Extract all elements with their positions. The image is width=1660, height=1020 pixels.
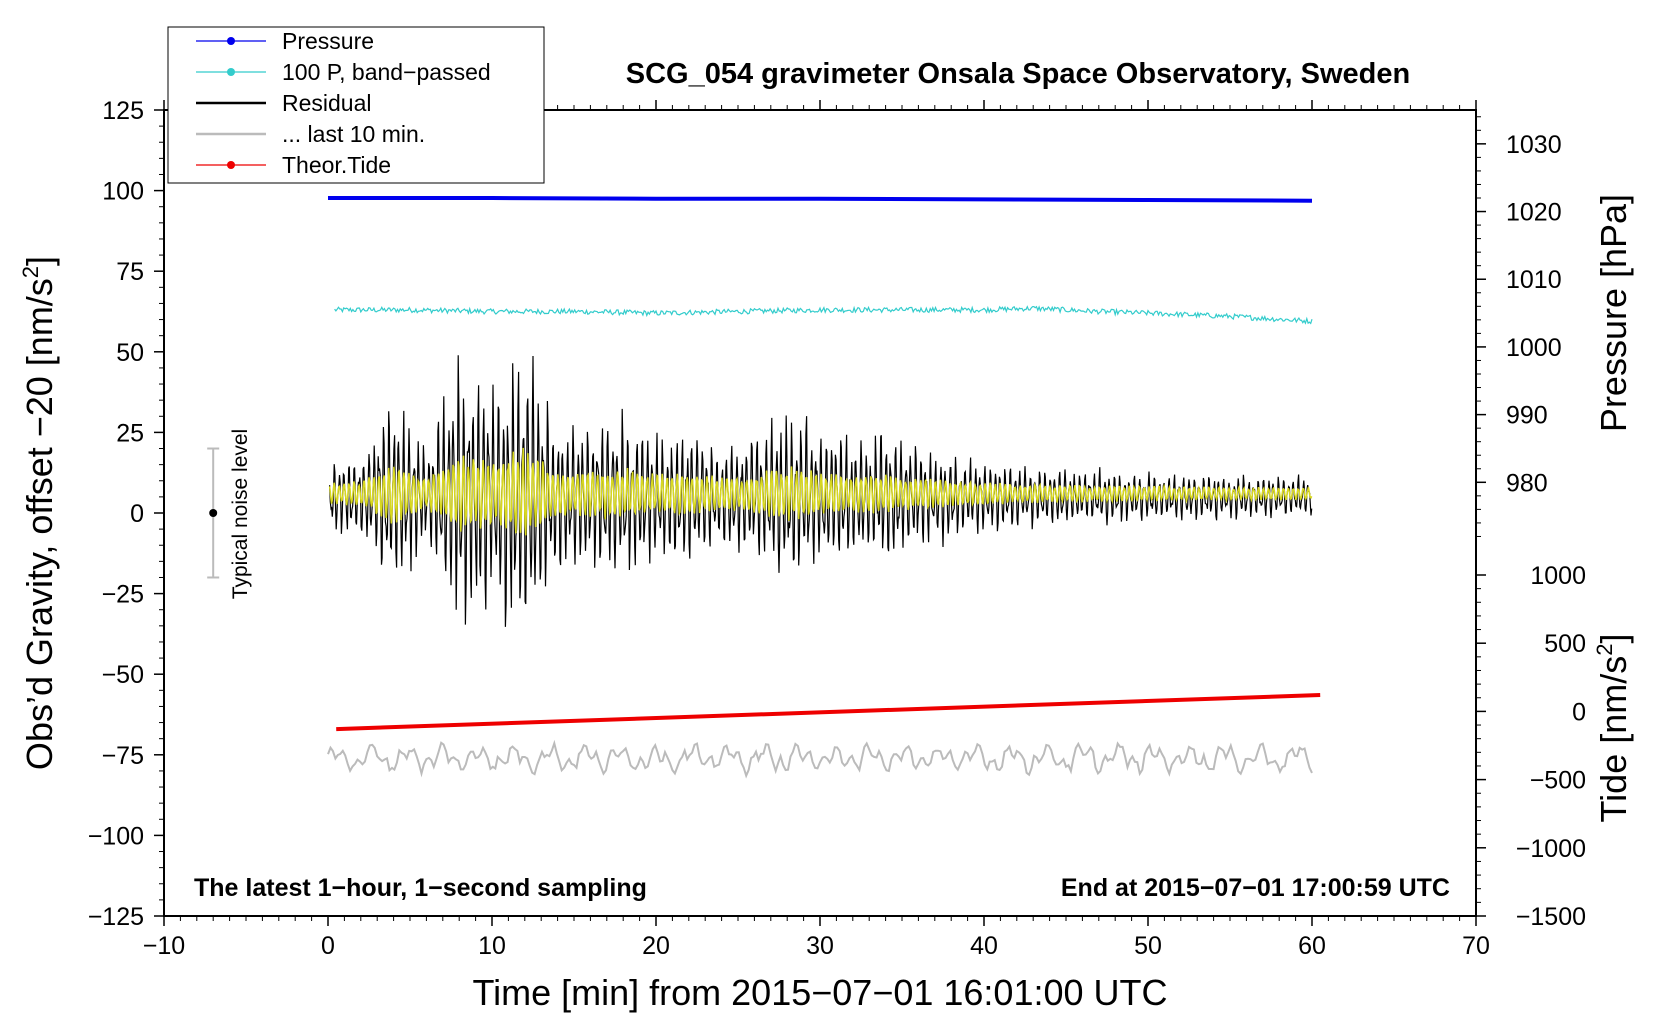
- pressure-tick-label: 980: [1506, 469, 1548, 497]
- chart-title: SCG_054 gravimeter Onsala Space Observat…: [626, 58, 1410, 90]
- pressure-axis: 1030 1020 1010 1000 990 980: [1476, 116, 1562, 537]
- last-10-min-line: [327, 739, 1313, 779]
- tide-tick-label: 1000: [1530, 562, 1586, 590]
- legend-label: ... last 10 min.: [282, 121, 425, 147]
- legend: Pressure 100 P, band−passed Residual ... la…: [167, 26, 545, 184]
- x-tick-label: 10: [478, 932, 506, 960]
- y-axis-label-sup: 2: [18, 266, 43, 278]
- tide-tick-label: −1500: [1516, 903, 1586, 931]
- pressure-tick-label: 1010: [1506, 266, 1562, 294]
- y-tick-label: −75: [102, 742, 144, 770]
- y-tick-label: −25: [102, 581, 144, 609]
- x-tick-label: 70: [1462, 932, 1490, 960]
- x-tick-label: −10: [143, 932, 185, 960]
- band-passed-pressure-line: [334, 305, 1313, 325]
- legend-box: [167, 26, 545, 184]
- x-axis-label: Time [min] from 2015−07−01 16:01:00 UTC: [472, 972, 1167, 1013]
- tide-tick-label: 0: [1572, 698, 1586, 726]
- y-tick-label: −125: [88, 903, 144, 931]
- legend-label: Pressure: [282, 28, 374, 54]
- end-time-note: End at 2015−07−01 17:00:59 UTC: [1061, 874, 1450, 902]
- x-tick-label: 50: [1134, 932, 1162, 960]
- tide-axis-label-sup: 2: [1592, 644, 1617, 656]
- pressure-tick-label: 990: [1506, 402, 1548, 430]
- series-layer: [327, 196, 1321, 779]
- tide-tick-label: 500: [1544, 630, 1586, 658]
- y-tick-label: −50: [102, 661, 144, 689]
- legend-label: Theor.Tide: [282, 152, 391, 178]
- tide-line: [336, 693, 1321, 732]
- residual-smoothed-line: [328, 447, 1313, 536]
- tide-tick-label: −500: [1530, 767, 1586, 795]
- legend-marker: [227, 37, 235, 45]
- y-tick-label: 125: [102, 97, 144, 125]
- x-tick-label: 0: [321, 932, 335, 960]
- noise-center-dot: [209, 509, 218, 517]
- pressure-axis-label: Pressure [hPa]: [1593, 194, 1634, 432]
- y-axis-label-end: ]: [19, 256, 60, 266]
- noise-level-indicator: [207, 447, 220, 579]
- tide-axis-label-end: ]: [1593, 634, 1634, 644]
- x-tick-label: 40: [970, 932, 998, 960]
- y-axis-label: Obs’d Gravity, offset −20 [nm/s2]: [18, 256, 60, 770]
- y-tick-label: 100: [102, 178, 144, 206]
- y-tick-label: 75: [116, 258, 144, 286]
- pressure-tick-label: 1030: [1506, 131, 1562, 159]
- pressure-tick-label: 1000: [1506, 334, 1562, 362]
- pressure-line: [328, 196, 1313, 203]
- noise-level-label: Typical noise level: [229, 429, 252, 599]
- y-tick-label: −100: [88, 822, 144, 850]
- sampling-note: The latest 1−hour, 1−second sampling: [194, 874, 647, 902]
- x-tick-label: 20: [642, 932, 670, 960]
- tide-tick-label: −1000: [1516, 835, 1586, 863]
- tide-axis: 1000 500 0 −500 −1000 −1500: [1476, 562, 1586, 931]
- y-tick-label: 0: [130, 500, 144, 528]
- x-tick-label: 30: [806, 932, 834, 960]
- y-tick-label: 25: [116, 419, 144, 447]
- x-tick-label: 60: [1298, 932, 1326, 960]
- legend-marker: [227, 68, 235, 76]
- tide-axis-label: Tide [nm/s2]: [1592, 634, 1634, 823]
- tide-axis-label-main: Tide [nm/s: [1593, 656, 1634, 823]
- y-tick-label: 50: [116, 339, 144, 367]
- legend-marker: [227, 161, 235, 169]
- legend-label: Residual: [282, 90, 372, 116]
- time-axis: −10 0 10 20 30 40 50 60 70: [143, 100, 1490, 960]
- pressure-tick-label: 1020: [1506, 199, 1562, 227]
- gravity-axis: 125 100 75 50 25 0 −25 −50 −75 −100 −125: [88, 97, 164, 931]
- legend-label: 100 P, band−passed: [282, 59, 491, 85]
- y-axis-label-main: Obs’d Gravity, offset −20 [nm/s: [19, 278, 60, 770]
